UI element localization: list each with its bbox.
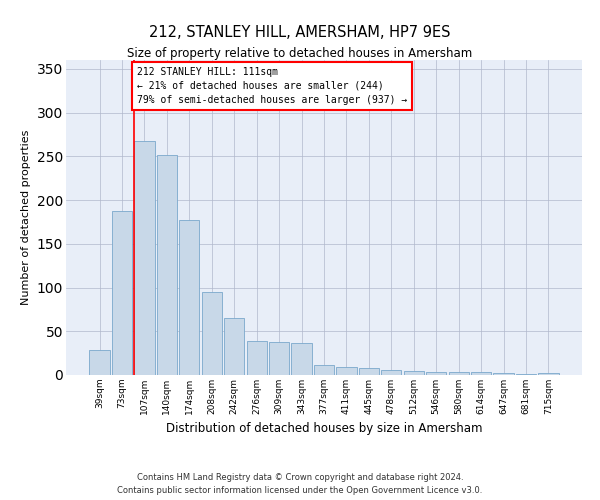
Text: Contains HM Land Registry data © Crown copyright and database right 2024.
Contai: Contains HM Land Registry data © Crown c… <box>118 473 482 495</box>
Bar <box>516 374 536 375</box>
Y-axis label: Number of detached properties: Number of detached properties <box>21 130 31 305</box>
Bar <box>292 342 311 375</box>
Text: Size of property relative to detached houses in Amersham: Size of property relative to detached ho… <box>127 48 473 60</box>
Bar <box>538 373 559 375</box>
Text: 212, STANLEY HILL, AMERSHAM, HP7 9ES: 212, STANLEY HILL, AMERSHAM, HP7 9ES <box>149 25 451 40</box>
Bar <box>157 156 177 375</box>
Bar <box>493 373 514 375</box>
Bar <box>269 342 289 375</box>
Bar <box>337 367 356 375</box>
Bar <box>112 212 132 375</box>
Bar <box>224 318 244 375</box>
Bar <box>381 370 401 375</box>
Bar <box>404 370 424 375</box>
Bar <box>359 368 379 375</box>
Bar <box>202 292 222 375</box>
X-axis label: Distribution of detached houses by size in Amersham: Distribution of detached houses by size … <box>166 422 482 436</box>
Text: 212 STANLEY HILL: 111sqm
← 21% of detached houses are smaller (244)
79% of semi-: 212 STANLEY HILL: 111sqm ← 21% of detach… <box>137 67 407 105</box>
Bar <box>179 220 199 375</box>
Bar <box>89 350 110 375</box>
Bar <box>471 372 491 375</box>
Bar <box>426 372 446 375</box>
Bar <box>247 341 267 375</box>
Bar <box>449 372 469 375</box>
Bar <box>314 366 334 375</box>
Bar <box>134 140 155 375</box>
